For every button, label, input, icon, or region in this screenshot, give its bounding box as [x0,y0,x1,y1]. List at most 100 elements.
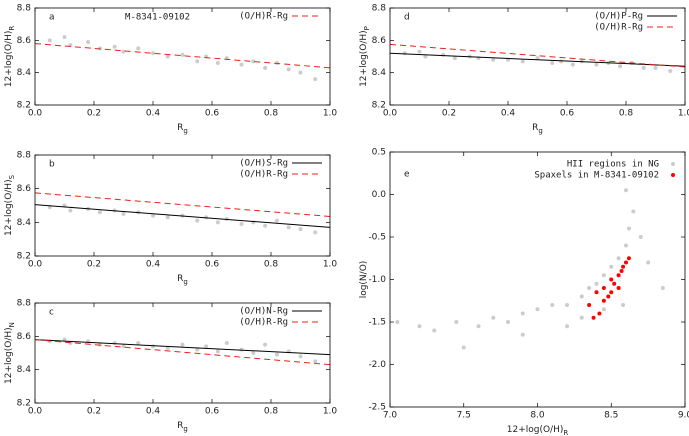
y-tick-label: 8.8 [17,299,32,309]
legend-label: Spaxels in M-8341-09102 [534,171,659,181]
y-tick-label: 8.2 [17,399,31,409]
data-point [565,324,569,329]
data-point [298,354,303,359]
y-tick-label: 8.4 [17,68,32,78]
y-tick-label: 8.4 [372,68,387,78]
data-point [86,39,91,44]
data-point [550,303,555,307]
data-point [263,342,268,347]
data-point [165,54,170,59]
legend-label: (O/H)S-Rg [239,159,288,169]
data-point [224,341,229,345]
x-tick-label: 1.0 [678,109,689,119]
y-tick-label: -1.5 [368,318,386,328]
x-tick-label: 0.0 [28,109,43,119]
y-axis-label: 12+log(O/H)R [4,26,17,88]
data-point [616,273,621,278]
data-point [579,294,584,299]
data-point [626,256,631,261]
data-point [402,51,407,56]
y-tick-label: 8.4 [17,218,32,228]
data-point [251,351,256,355]
data-point [62,35,67,40]
y-tick-label: 8.6 [17,36,32,46]
data-point [251,59,256,64]
data-point [594,290,599,295]
data-point [274,218,279,223]
data-point [452,56,457,61]
plot-frame [34,302,331,404]
y-axis-label-main: 12+log(O/H) [4,31,14,88]
x-tick-label: 0.6 [205,109,220,119]
x-tick-label: 0.6 [205,260,220,270]
data-point [165,215,170,220]
data-point [215,349,220,354]
data-point [313,230,318,235]
x-tick-label: 0.6 [560,109,575,119]
data-point [239,62,244,67]
legend-label: (O/H)N-Rg [239,307,288,317]
trend-line [34,192,331,217]
x-axis-label: Rg [177,274,188,287]
legend-label: (O/H)R-Rg [239,170,288,180]
data-point [609,277,614,282]
y-tick-label: -2.5 [368,403,386,413]
data-point [535,307,540,312]
x-axis-label: Rg [532,123,543,136]
data-point [180,52,185,57]
data-point [239,222,244,227]
data-point [641,65,646,70]
data-point [559,59,564,64]
panel-label: e [404,170,410,180]
legend-label: (O/H)R-Rg [239,318,288,328]
trend-line [34,339,331,356]
x-tick-label: 0.8 [264,407,279,417]
x-axis-label-main: R [177,421,183,431]
data-point [612,281,617,286]
data-point [619,269,624,273]
y-tick-label: 8.8 [17,151,32,161]
data-point [136,46,141,51]
y-axis-label-sub: R [8,26,16,31]
y-tick-label: 0.0 [372,190,387,200]
data-point [601,273,606,278]
y-axis-label-sub: N [8,322,16,327]
data-point [195,347,200,352]
y-tick-label: 8.8 [17,4,32,14]
x-tick-label: 0.0 [383,109,398,119]
plot-frame [389,151,686,408]
data-point [609,290,614,295]
x-tick-label: 8.5 [604,411,618,421]
x-axis-label-main: R [177,274,183,284]
data-point [624,188,628,193]
data-point [668,69,673,74]
data-point [606,294,611,299]
data-point [286,67,291,72]
x-axis-label-sub: R [563,429,568,436]
x-tick-label: 0.4 [146,260,161,270]
x-axis-label: 12+log(O/H)R [507,425,569,436]
data-point [121,344,126,349]
x-axis-label-sub: g [538,127,542,135]
x-tick-label: 0.4 [501,109,516,119]
x-tick-label: 0.2 [442,109,456,119]
y-axis-label: log(N/O) [359,261,369,299]
legend-label: (O/H)R-Rg [239,12,288,22]
data-point [594,62,599,67]
y-axis-label-main: 12+log(O/H) [4,179,14,236]
data-point [631,209,636,214]
data-point [454,320,459,324]
data-point [274,352,279,357]
data-point [646,260,651,265]
x-axis-label-main: R [177,123,183,133]
data-point [601,286,606,290]
y-tick-label: -0.5 [368,233,386,243]
data-point [47,38,52,43]
data-point [624,243,628,248]
panel-title: M-8341-09102 [125,13,190,23]
data-point [298,70,303,75]
trend-line [34,204,331,228]
data-point [587,303,592,307]
data-point [432,328,437,333]
